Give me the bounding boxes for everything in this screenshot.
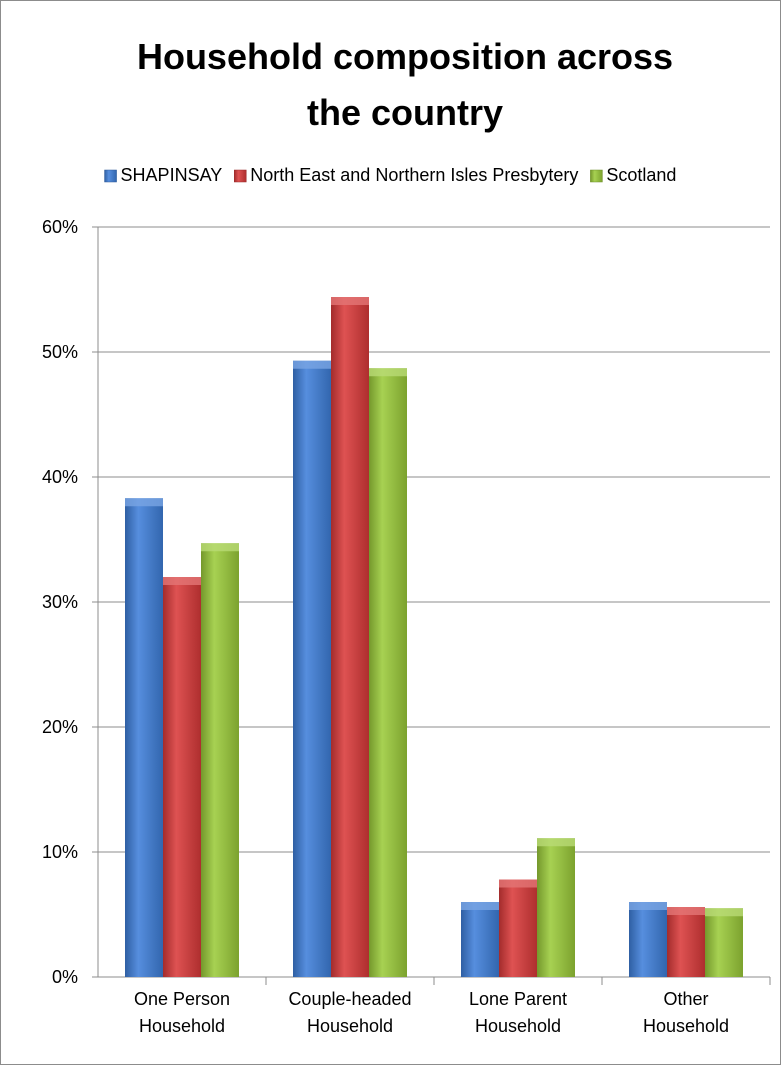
x-category-label: Household <box>139 1016 225 1036</box>
bar-cap <box>369 368 407 377</box>
legend-swatch <box>104 169 117 183</box>
bar-cap <box>537 838 575 847</box>
bar-cap <box>201 543 239 552</box>
chart-title: Household composition across the country <box>137 36 673 133</box>
bar-north-east-and-northern-isles-presbytery <box>499 879 537 977</box>
bar-scotland <box>201 543 239 977</box>
y-tick-label: 30% <box>42 592 78 612</box>
bar-shapinsay <box>293 360 331 977</box>
y-tick-label: 40% <box>42 467 78 487</box>
x-category-label: Lone Parent <box>469 989 567 1009</box>
legend-label: SHAPINSAY <box>121 165 223 185</box>
bar-cap <box>461 902 499 910</box>
chart-title-line-1: Household composition across <box>137 36 673 77</box>
bar-shapinsay <box>461 902 499 977</box>
legend-swatch <box>234 169 247 183</box>
bar-cap <box>499 879 537 888</box>
bar-scotland <box>369 368 407 977</box>
bar-cap <box>163 577 201 585</box>
bar-north-east-and-northern-isles-presbytery <box>163 577 201 977</box>
bar-cap <box>293 360 331 369</box>
bar-cap <box>667 907 705 915</box>
x-category-label: Other <box>663 989 708 1009</box>
legend-label: Scotland <box>606 165 676 185</box>
bar-north-east-and-northern-isles-presbytery <box>331 297 369 977</box>
x-category-label: Household <box>307 1016 393 1036</box>
bar-north-east-and-northern-isles-presbytery <box>667 907 705 977</box>
y-tick-label: 50% <box>42 342 78 362</box>
axis-labels: 0% 10% 20% 30% 40% 50% 60% One Person Household C… <box>42 217 729 1036</box>
legend-label: North East and Northern Isles Presbytery <box>250 165 578 185</box>
bar-shapinsay <box>629 902 667 977</box>
x-category-label: Household <box>475 1016 561 1036</box>
x-category-label: Household <box>643 1016 729 1036</box>
y-tick-label: 10% <box>42 842 78 862</box>
bar-cap <box>705 908 743 917</box>
bar-cap <box>629 902 667 910</box>
bar-scotland <box>537 838 575 977</box>
bar-shapinsay <box>125 498 163 977</box>
bars <box>125 297 743 977</box>
x-category-label: Couple-headed <box>288 989 411 1009</box>
bar-cap <box>125 498 163 507</box>
y-tick-label: 60% <box>42 217 78 237</box>
y-tick-label: 20% <box>42 717 78 737</box>
legend: SHAPINSAY North East and Northern Isles P… <box>104 165 676 185</box>
bar-cap <box>331 297 369 305</box>
legend-swatch <box>590 169 603 183</box>
bar-scotland <box>705 908 743 977</box>
x-category-label: One Person <box>134 989 230 1009</box>
chart-title-line-2: the country <box>307 92 503 133</box>
y-tick-label: 0% <box>52 967 78 987</box>
